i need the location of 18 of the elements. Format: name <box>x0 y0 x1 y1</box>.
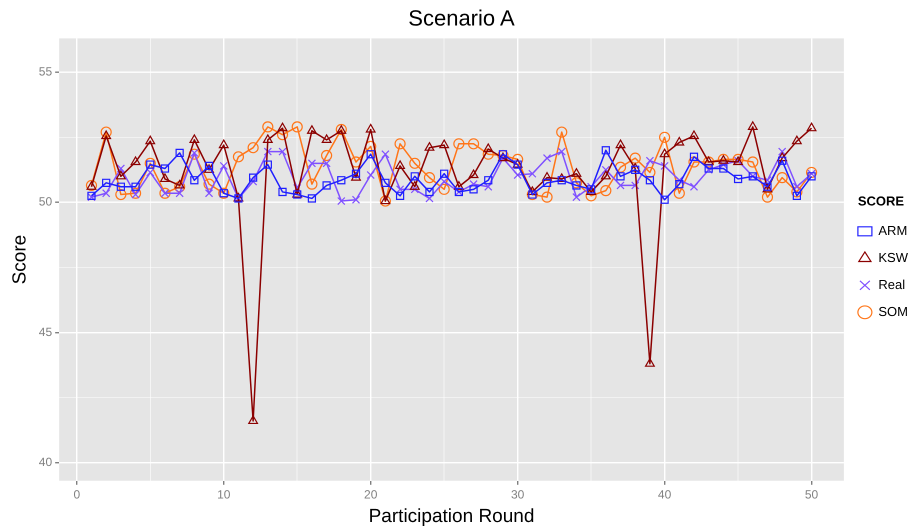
legend-label: SOM <box>878 304 908 319</box>
legend-label: ARM <box>878 222 908 238</box>
x-tick-label: 50 <box>804 487 819 502</box>
legend-label: KSW <box>878 250 909 265</box>
x-tick-label: 40 <box>658 487 672 502</box>
legend-title: SCORE <box>858 193 904 208</box>
legend-label: Real <box>878 276 906 292</box>
x-tick-label: 0 <box>73 487 80 502</box>
y-tick-label: 50 <box>38 194 52 209</box>
y-tick-label: 55 <box>38 64 52 79</box>
x-tick-label: 10 <box>217 487 231 502</box>
chart-title: Scenario A <box>408 5 516 30</box>
x-tick-label: 20 <box>364 487 378 502</box>
y-tick-label: 45 <box>38 324 52 339</box>
y-tick-label: 40 <box>38 454 52 469</box>
x-tick-label: 30 <box>510 487 525 502</box>
x-axis-title: Participation Round <box>368 506 534 527</box>
y-axis-title: Score <box>10 234 31 284</box>
